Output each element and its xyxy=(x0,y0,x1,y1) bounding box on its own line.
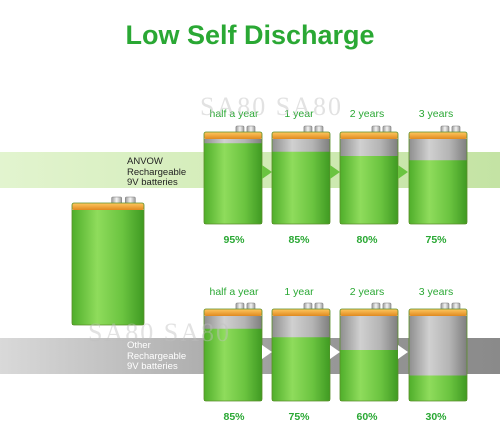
anvow-label: ANVOW Rechargeable 9V batteries xyxy=(127,156,187,189)
anvow-battery-cap xyxy=(272,132,330,139)
anvow-battery-cap xyxy=(409,132,467,139)
anvow-period-label: 3 years xyxy=(418,108,454,120)
chart-title: Low Self Discharge xyxy=(125,20,375,50)
other-battery-cap xyxy=(204,309,262,316)
other-battery-outline xyxy=(408,308,468,402)
other-battery-cap xyxy=(409,309,467,316)
other-label-line: Rechargeable xyxy=(127,350,187,362)
anvow-battery-charge-level xyxy=(340,156,398,224)
large-battery-cap xyxy=(72,203,144,210)
anvow-battery-cap xyxy=(340,132,398,139)
other-percent-label: 85% xyxy=(223,411,245,423)
arrow-right-icon xyxy=(330,165,340,179)
arrow-right-icon xyxy=(398,165,408,179)
arrow-right-icon xyxy=(262,165,272,179)
other-period-label: half a year xyxy=(209,286,259,298)
anvow-percent-label: 75% xyxy=(425,234,447,246)
other-label-line: Other xyxy=(127,340,151,351)
other-percent-label: 30% xyxy=(425,411,447,423)
large-battery-outline xyxy=(71,202,145,326)
anvow-label-line: ANVOW xyxy=(127,156,163,167)
other-battery-cap xyxy=(340,309,398,316)
large-battery-charge-level xyxy=(72,210,144,325)
anvow-period-label: 1 year xyxy=(284,108,314,120)
anvow-period-label: 2 years xyxy=(349,108,385,120)
anvow-battery-charge-level xyxy=(409,160,467,224)
other-battery-cap xyxy=(272,309,330,316)
anvow-percent-label: 80% xyxy=(356,234,378,246)
other-percent-label: 60% xyxy=(356,411,378,423)
anvow-label-line: Rechargeable xyxy=(127,166,187,178)
other-period-label: 1 year xyxy=(284,286,314,298)
anvow-battery-outline xyxy=(408,131,468,225)
anvow-percent-label: 85% xyxy=(288,234,310,246)
other-battery-charge-level xyxy=(340,350,398,401)
other-period-label: 2 years xyxy=(349,286,385,298)
other-label-line: 9V batteries xyxy=(127,361,178,372)
anvow-label-line: 9V batteries xyxy=(127,177,178,188)
other-percent-label: 75% xyxy=(288,411,310,423)
other-battery-charge-level xyxy=(409,375,467,401)
arrow-right-icon xyxy=(330,345,340,359)
other-battery-charge-level xyxy=(272,337,330,401)
anvow-percent-label: 95% xyxy=(223,234,245,246)
other-battery-charge-level xyxy=(204,328,262,401)
other-label: Other Rechargeable 9V batteries xyxy=(127,340,187,373)
other-period-label: 3 years xyxy=(418,286,454,298)
anvow-period-label: half a year xyxy=(209,108,259,120)
arrow-right-icon xyxy=(398,345,408,359)
anvow-battery-charge-level xyxy=(272,151,330,224)
anvow-battery-cap xyxy=(204,132,262,139)
arrow-right-icon xyxy=(262,345,272,359)
anvow-battery-charge-level xyxy=(204,143,262,224)
